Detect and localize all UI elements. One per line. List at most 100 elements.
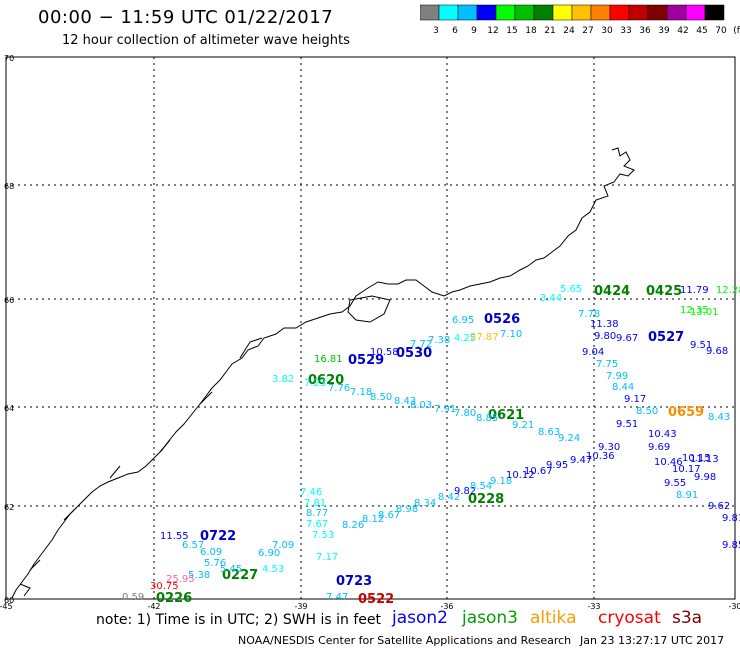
footer-timestamp: Jan 23 13:27:17 UTC 2017 [580,634,725,647]
wave-height-value: 7.10 [500,329,522,340]
wave-height-value: 10.12 [506,470,535,481]
scale-swatch [476,4,497,21]
wave-height-value: 8.77 [306,508,328,519]
wave-height-value: 7.76 [328,383,350,394]
greenland-coastline [11,147,635,599]
wave-height-value: 10.46 [654,457,683,468]
wave-height-value: 8.98 [396,504,418,515]
scale-swatch [685,4,706,21]
wave-height-value: 11.38 [590,319,619,330]
wave-height-value: 9.81 [722,513,740,524]
scale-swatch [495,4,516,21]
scale-swatch [571,4,592,21]
footer-note: note: 1) Time is in UTC; 2) SWH is in fe… [96,612,382,628]
lat-tick-label: 70 [4,54,14,63]
wave-height-value: 12.28 [716,285,740,296]
track-time-label: 0526 [484,312,520,327]
track-time-label: 0424 [594,284,630,299]
scale-label: 70 [715,26,727,36]
wave-height-value: 5.76 [204,558,226,569]
scale-label: 33 [620,26,631,36]
wave-height-value: 8.54 [470,481,492,492]
wave-height-value: 16.81 [314,354,343,365]
lat-tick-label: 64 [4,404,14,413]
scale-label: 39 [658,26,670,36]
wave-height-value: 7.81 [304,498,326,509]
wave-height-value: 11.55 [160,531,189,542]
wave-height-value: 10.43 [648,429,677,440]
wave-height-value: 7.75 [596,359,618,370]
wave-height-value: 9.51 [690,340,712,351]
scale-label: 24 [563,26,575,36]
lat-tick-label: 60 [4,596,14,605]
wave-height-value: 11.79 [680,285,709,296]
lon-tick-label: -30 [728,602,740,611]
lon-tick-label: -42 [147,602,160,611]
scale-swatch [552,4,573,21]
track-time-label: 0722 [200,529,236,544]
wave-height-value: 8.26 [342,520,364,531]
wave-height-value: 9.69 [648,442,670,453]
scale-swatch [533,4,554,21]
wave-height-value: 10.17 [672,464,701,475]
track-time-label: 0226 [156,591,192,606]
track-time-label: 0227 [222,568,258,583]
wave-height-value: 9.80 [594,331,616,342]
wave-height-value: 8.50 [370,392,392,403]
wave-height-value: 9.24 [558,433,580,444]
wave-height-value: 9.04 [582,347,604,358]
lat-lon-grid [6,57,735,599]
lon-tick-label: -39 [294,602,307,611]
scale-label: 27 [582,26,593,36]
wave-height-value: 7.78 [578,309,600,320]
wave-height-value: 9.68 [706,346,728,357]
wave-height-value: 9.55 [664,478,686,489]
wave-height-value: 8.85 [476,413,498,424]
wave-height-value: 9.62 [708,501,730,512]
scale-swatch [514,4,535,21]
scale-label: 42 [677,26,688,36]
wave-height-value: 3.44 [540,293,562,304]
lon-tick-label: -33 [587,602,600,611]
wave-height-value: 9.95 [546,460,568,471]
wave-height-value: 7.47 [326,592,348,603]
wave-height-value: 7.72 [410,339,432,350]
lon-tick-label: -45 [0,602,13,611]
wave-height-value: 7.17 [316,552,338,563]
wave-height-value: 8.91 [676,490,698,501]
scale-swatch [628,4,649,21]
scale-swatch [666,4,687,21]
wave-height-value: 9.98 [694,472,716,483]
wave-height-value: 9.18 [490,476,512,487]
wave-height-value: 8.63 [538,427,560,438]
scale-label: 12 [487,26,498,36]
track-time-label: 0620 [308,373,344,388]
legend-jason3: jason3 [462,608,518,628]
wave-height-value: 11.13 [690,454,719,465]
track-time-label: 0530 [396,346,432,361]
legend-s3a: s3a [672,608,703,628]
wave-height-value: 9.47 [570,455,592,466]
wave-height-value: 7.23 [304,378,326,389]
wave-height-value: 10.36 [586,451,615,462]
scale-swatch [609,4,630,21]
wave-height-value: 5.45 [220,564,242,575]
scale-label: 18 [525,26,537,36]
track-time-label: 0621 [488,408,524,423]
wave-height-value: 9.30 [598,442,620,453]
scale-swatch [438,4,459,21]
legend-cryosat: cryosat [598,608,661,628]
wave-height-value: 9.17 [624,394,646,405]
scale-label: 3 [433,26,439,36]
wave-height-value: 6.90 [258,548,280,559]
wave-height-value: 7.18 [350,387,372,398]
wave-height-value: 30.75 [150,581,179,592]
track-time-label: 0425 [646,284,682,299]
wave-height-value: 10.58 [370,347,399,358]
coastline-inner-fjords [19,337,263,597]
wave-height-value: 8.42 [438,492,460,503]
coastline-island [347,295,391,323]
wave-height-value: 8.43 [394,396,416,407]
